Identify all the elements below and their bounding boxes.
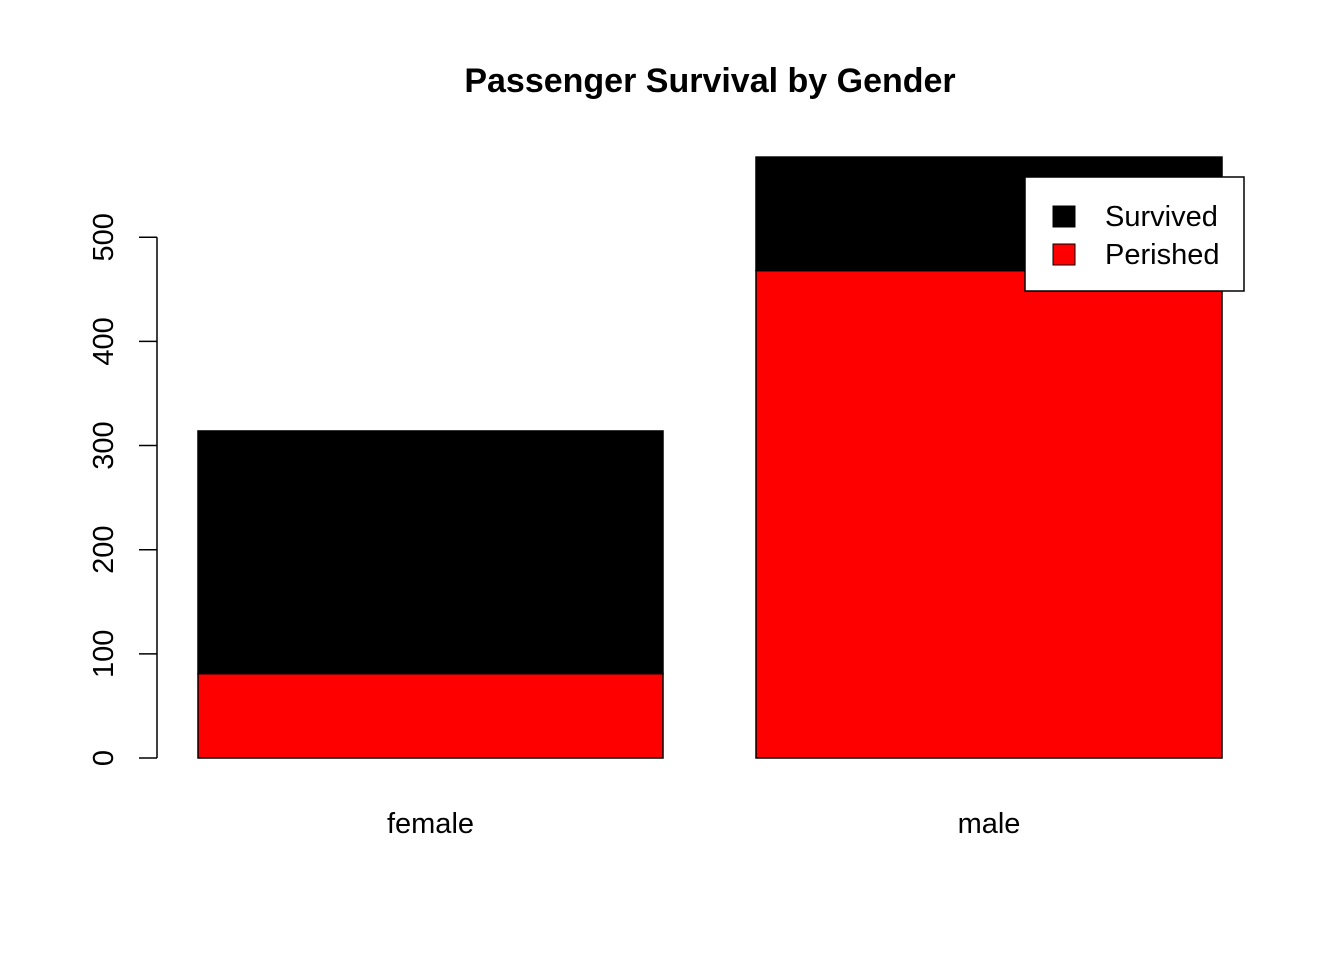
bar-female-perished [197,672,664,759]
y-axis: 0 100 200 300 400 500 [88,213,158,766]
legend-swatch-perished [1052,243,1076,266]
y-tick-label: 300 [88,421,120,469]
legend: Survived Perished [1024,176,1245,292]
legend-swatch-survived [1052,205,1076,228]
bar-male-perished [755,269,1223,759]
legend-box [1024,176,1245,292]
y-tick-label: 500 [88,213,120,261]
chart-title: Passenger Survival by Gender [464,62,955,100]
legend-label-survived: Survived [1105,201,1218,233]
y-tick-label: 100 [88,630,120,678]
category-labels: female male [387,808,1020,840]
category-label-female: female [387,808,474,840]
category-label-male: male [958,808,1021,840]
y-tick-label: 0 [88,750,120,766]
bar-female-survived [197,430,664,675]
legend-label-perished: Perished [1105,239,1219,271]
y-tick-label: 200 [88,526,120,574]
y-tick-label: 400 [88,317,120,365]
